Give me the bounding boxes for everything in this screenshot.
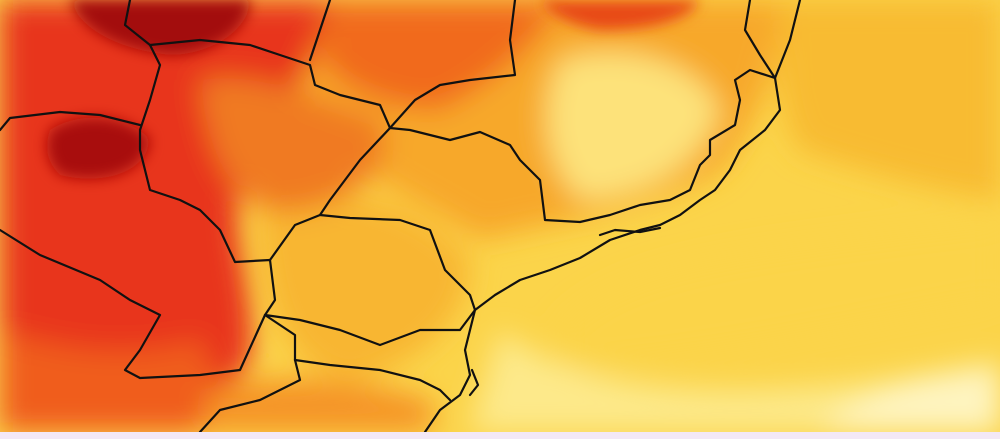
ocean-warm-zone: [778, 0, 1000, 200]
border-line: [388, 0, 517, 130]
border-line: [123, 0, 277, 317]
border-line: [0, 110, 142, 132]
coastline: [468, 368, 480, 397]
border-line: [743, 0, 802, 80]
coastline: [598, 226, 662, 237]
border-line: [148, 38, 392, 262]
hot-core-northeast: [540, 0, 700, 30]
land-yellow-orange-zone: [260, 192, 470, 380]
land-red-orange-zone: [0, 330, 215, 432]
border-line: [388, 68, 777, 224]
coastline: [423, 76, 782, 434]
land-warm-yellow-zone: [546, 52, 720, 200]
land-north-red-zone: [320, 0, 560, 110]
ocean-coolest-zone: [820, 370, 1000, 432]
ocean-zone: [560, 220, 1000, 370]
border-line: [198, 358, 302, 434]
bottom-strip: [0, 432, 1000, 439]
heat-core: [47, 0, 700, 179]
border-line: [293, 358, 452, 402]
hot-core-west: [47, 117, 150, 179]
border-line: [318, 213, 477, 312]
land-orange-red-zone: [200, 78, 386, 212]
state-borders: [0, 0, 802, 434]
border-line: [308, 0, 332, 62]
border-line: [263, 308, 477, 347]
land-south-orange-zone: [200, 379, 435, 432]
